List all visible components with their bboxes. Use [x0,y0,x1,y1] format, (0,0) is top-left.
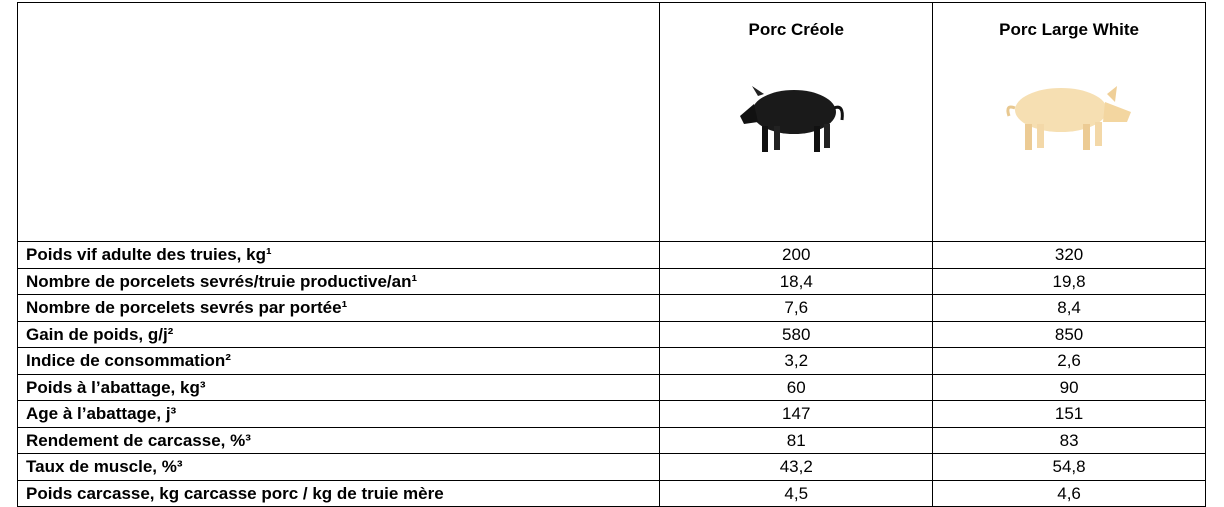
value-cell: 19,8 [933,268,1206,295]
value-cell: 320 [933,242,1206,269]
value-cell: 8,4 [933,295,1206,322]
value-cell: 60 [660,374,933,401]
value-cell: 83 [933,427,1206,454]
row-label: Poids vif adulte des truies, kg¹ [18,242,660,269]
value-cell: 850 [933,321,1206,348]
row-label: Age à l’abattage, j³ [18,401,660,428]
value-cell: 4,6 [933,480,1206,507]
large-white-pig-image [999,64,1139,164]
value-cell: 580 [660,321,933,348]
table-row: Poids carcasse, kg carcasse porc / kg de… [18,480,1206,507]
creole-pig-image [736,64,856,164]
row-label: Poids à l’abattage, kg³ [18,374,660,401]
row-label: Nombre de porcelets sevrés/truie product… [18,268,660,295]
header-cell: Porc Large White [933,3,1206,242]
header-cell [18,3,660,242]
row-label: Nombre de porcelets sevrés par portée¹ [18,295,660,322]
value-cell: 81 [660,427,933,454]
value-cell: 7,6 [660,295,933,322]
header-row: Porc Créole Porc Large White [18,3,1206,242]
value-cell: 90 [933,374,1206,401]
value-cell: 2,6 [933,348,1206,375]
comparison-table: Porc Créole Porc Large White [17,2,1206,507]
row-label: Poids carcasse, kg carcasse porc / kg de… [18,480,660,507]
row-label: Rendement de carcasse, %³ [18,427,660,454]
value-cell: 3,2 [660,348,933,375]
value-cell: 4,5 [660,480,933,507]
column-title: Porc Créole [749,20,844,39]
value-cell: 43,2 [660,454,933,481]
value-cell: 54,8 [933,454,1206,481]
table-row: Nombre de porcelets sevrés/truie product… [18,268,1206,295]
column-title: Porc Large White [999,20,1139,39]
value-cell: 147 [660,401,933,428]
value-cell: 18,4 [660,268,933,295]
row-label: Gain de poids, g/j² [18,321,660,348]
value-cell: 200 [660,242,933,269]
row-label: Taux de muscle, %³ [18,454,660,481]
value-cell: 151 [933,401,1206,428]
page: {"table": { "columns": ["", "Porc Créole… [0,0,1224,500]
row-label: Indice de consommation² [18,348,660,375]
header-cell: Porc Créole [660,3,933,242]
